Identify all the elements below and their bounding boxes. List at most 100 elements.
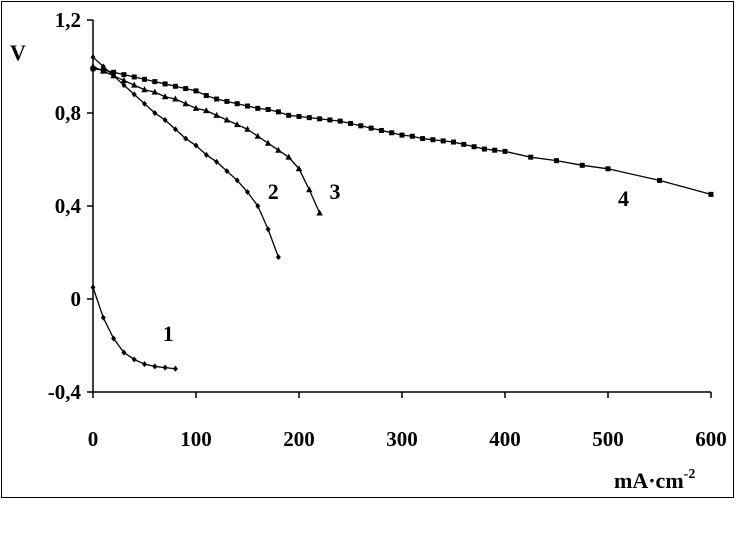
- x-axis-title-unit: mA·cm: [614, 468, 684, 493]
- data-point: [245, 189, 250, 196]
- x-tick-label: 0: [88, 427, 99, 451]
- data-point: [203, 151, 209, 158]
- curves: 1 2 3 4: [89, 54, 714, 372]
- data-point: [192, 104, 200, 111]
- data-point: [214, 96, 220, 102]
- data-point: [203, 93, 209, 99]
- x-tick-label: 300: [386, 427, 418, 451]
- data-point: [378, 127, 384, 133]
- data-point: [399, 132, 405, 138]
- x-tick-label: 200: [283, 427, 315, 451]
- data-point: [337, 118, 343, 124]
- data-point: [224, 98, 230, 104]
- data-point: [131, 356, 137, 363]
- data-point: [316, 209, 323, 216]
- polarization-chart: 1,20,80,40-0,40 100 200 300 400 500 600 12 3 4 V…: [10, 8, 727, 493]
- data-point: [451, 139, 456, 145]
- data-point: [193, 142, 199, 149]
- series-3: 3: [89, 63, 341, 216]
- curve-label-3: 3: [330, 179, 341, 204]
- axes: 1,20,80,40-0,40 100 200 300 400 500 600: [48, 8, 727, 451]
- data-point: [285, 153, 292, 160]
- data-point: [409, 133, 415, 139]
- data-point: [317, 116, 323, 122]
- data-point: [213, 111, 220, 118]
- data-point: [183, 86, 189, 92]
- data-point: [152, 79, 158, 85]
- data-point: [172, 83, 178, 89]
- data-point: [111, 69, 117, 75]
- data-point: [368, 125, 374, 131]
- data-point: [481, 146, 487, 152]
- data-point: [708, 191, 714, 197]
- data-point: [306, 186, 313, 193]
- data-point: [131, 81, 138, 88]
- data-point: [275, 146, 282, 153]
- data-point: [605, 166, 611, 172]
- data-point: [100, 314, 106, 321]
- data-point: [234, 121, 241, 128]
- data-point: [264, 139, 272, 146]
- data-point: [162, 364, 168, 371]
- series-2: 2: [90, 54, 281, 261]
- data-point: [461, 141, 467, 147]
- data-point: [224, 168, 230, 175]
- y-tick-label: 0,8: [55, 101, 81, 125]
- data-point: [121, 349, 127, 356]
- data-point: [502, 148, 508, 154]
- data-point: [172, 126, 178, 133]
- data-point: [214, 158, 220, 165]
- data-point: [657, 177, 662, 183]
- data-point: [234, 177, 240, 184]
- data-point: [579, 162, 585, 168]
- data-point: [245, 103, 250, 109]
- data-point: [275, 254, 281, 261]
- data-point: [152, 363, 158, 370]
- data-point: [255, 105, 261, 111]
- data-point: [389, 130, 395, 136]
- data-point: [203, 107, 210, 114]
- data-point: [131, 74, 137, 80]
- data-point: [244, 125, 251, 132]
- data-point: [121, 72, 127, 78]
- data-point: [142, 100, 147, 107]
- y-axis-title: V: [10, 40, 26, 65]
- data-point: [234, 101, 240, 107]
- y-tick-label: 0: [71, 287, 82, 311]
- data-point: [100, 67, 106, 73]
- data-point: [430, 137, 436, 143]
- data-point: [295, 165, 303, 172]
- data-point: [120, 76, 128, 83]
- data-point: [151, 88, 158, 95]
- x-tick-label: 400: [489, 427, 521, 451]
- y-tick-label: 0,4: [55, 194, 82, 218]
- data-point: [296, 113, 302, 119]
- data-point: [131, 91, 137, 98]
- data-point: [141, 86, 148, 93]
- data-point: [528, 154, 534, 160]
- data-point: [111, 335, 117, 342]
- data-point: [327, 117, 333, 123]
- data-point: [471, 144, 477, 150]
- data-point: [172, 95, 179, 102]
- series-1: 1: [90, 284, 178, 372]
- data-point: [183, 135, 189, 142]
- data-point: [420, 136, 426, 142]
- curve-label-1: 1: [163, 321, 174, 346]
- curve-label-2: 2: [268, 179, 279, 204]
- data-point: [121, 82, 127, 89]
- data-point: [90, 54, 96, 61]
- data-point: [90, 66, 96, 72]
- data-point: [110, 72, 117, 79]
- data-point: [254, 132, 261, 139]
- data-point: [142, 361, 147, 368]
- data-point: [265, 226, 271, 233]
- data-point: [90, 284, 96, 291]
- x-tick-label: 600: [695, 427, 727, 451]
- x-axis-title: mA·cm-2: [614, 467, 695, 493]
- curve-label-4: 4: [618, 186, 629, 211]
- data-point: [492, 147, 498, 153]
- data-point: [554, 158, 559, 164]
- data-point: [162, 116, 168, 123]
